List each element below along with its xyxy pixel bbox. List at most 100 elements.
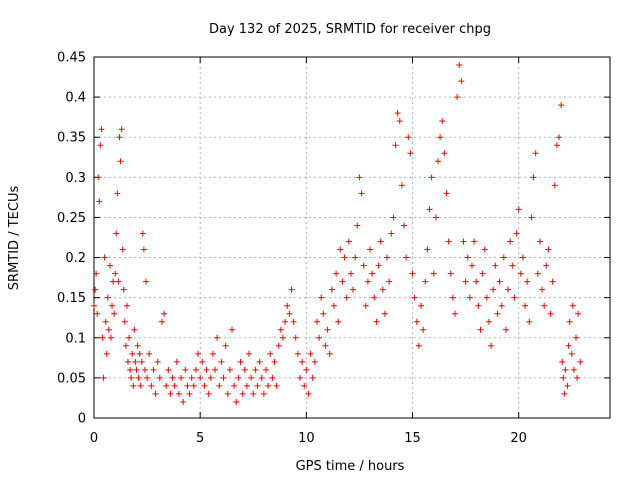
data-point	[343, 294, 350, 301]
data-point	[250, 390, 257, 397]
data-point	[105, 326, 112, 333]
data-point	[564, 382, 571, 389]
x-tick-label: 10	[298, 431, 315, 446]
data-point	[530, 174, 537, 181]
data-point	[284, 302, 291, 309]
data-point	[398, 182, 405, 189]
data-point	[322, 342, 329, 349]
data-point	[137, 382, 144, 389]
data-point	[144, 374, 151, 381]
grid-layer	[94, 57, 610, 418]
data-point	[216, 382, 223, 389]
data-point	[451, 310, 458, 317]
y-tick-label: 0.1	[65, 331, 86, 346]
data-point	[279, 334, 286, 341]
data-point	[413, 318, 420, 325]
data-point	[169, 374, 176, 381]
data-point	[574, 374, 581, 381]
data-point	[97, 142, 104, 149]
data-point	[167, 390, 174, 397]
data-point	[117, 158, 124, 165]
data-point	[154, 358, 161, 365]
data-point	[135, 374, 142, 381]
data-point	[309, 374, 316, 381]
data-point	[513, 230, 520, 237]
data-point	[505, 286, 512, 293]
data-point	[522, 302, 529, 309]
data-point	[265, 382, 272, 389]
data-point	[415, 342, 422, 349]
data-point	[99, 334, 106, 341]
data-point	[384, 254, 391, 261]
data-point	[231, 382, 238, 389]
data-point	[127, 366, 134, 373]
data-point	[106, 262, 113, 269]
data-point	[549, 278, 556, 285]
data-point	[111, 310, 118, 317]
data-point	[447, 270, 454, 277]
data-point	[103, 350, 110, 357]
data-point	[324, 326, 331, 333]
data-point	[171, 382, 178, 389]
data-point	[116, 134, 123, 141]
data-point	[241, 366, 248, 373]
y-axis-label: SRMTID / TECUs	[7, 186, 22, 291]
data-point	[205, 390, 212, 397]
data-point	[163, 382, 170, 389]
data-point	[121, 318, 128, 325]
y-tick-label: 0.3	[65, 171, 86, 186]
data-point	[93, 270, 100, 277]
data-point	[473, 278, 480, 285]
data-point	[299, 358, 306, 365]
data-point	[141, 366, 148, 373]
data-point	[136, 350, 143, 357]
data-point	[560, 374, 567, 381]
data-point	[139, 230, 146, 237]
data-point	[468, 262, 475, 269]
data-point	[134, 342, 141, 349]
data-point	[146, 350, 153, 357]
data-point	[428, 174, 435, 181]
data-point	[277, 326, 284, 333]
data-point	[543, 262, 550, 269]
data-point	[462, 278, 469, 285]
data-point	[131, 326, 138, 333]
data-point	[515, 206, 522, 213]
data-point	[551, 182, 558, 189]
data-point	[435, 158, 441, 165]
data-point	[197, 374, 204, 381]
data-point	[313, 318, 320, 325]
data-point	[311, 358, 318, 365]
data-point	[118, 126, 125, 133]
data-point	[209, 350, 216, 357]
data-point	[326, 350, 333, 357]
data-point	[91, 302, 97, 309]
data-point	[360, 262, 367, 269]
data-point	[375, 262, 382, 269]
data-point	[528, 214, 535, 221]
data-point	[335, 318, 342, 325]
data-point	[573, 334, 580, 341]
data-point	[229, 326, 236, 333]
data-point	[445, 238, 452, 245]
data-point	[143, 278, 150, 285]
data-point	[456, 62, 463, 69]
data-point	[386, 278, 393, 285]
data-point	[107, 334, 114, 341]
data-point	[575, 310, 582, 317]
data-point	[214, 334, 221, 341]
data-point	[220, 374, 227, 381]
y-tick-label: 0.35	[57, 131, 86, 146]
data-point	[246, 350, 253, 357]
data-point	[556, 134, 563, 141]
data-point	[509, 262, 516, 269]
data-point	[390, 214, 397, 221]
data-point	[481, 246, 488, 253]
data-point	[184, 382, 191, 389]
data-point	[112, 270, 119, 277]
data-point	[441, 150, 448, 157]
data-point	[113, 230, 120, 237]
data-point	[347, 270, 354, 277]
data-point	[352, 254, 359, 261]
